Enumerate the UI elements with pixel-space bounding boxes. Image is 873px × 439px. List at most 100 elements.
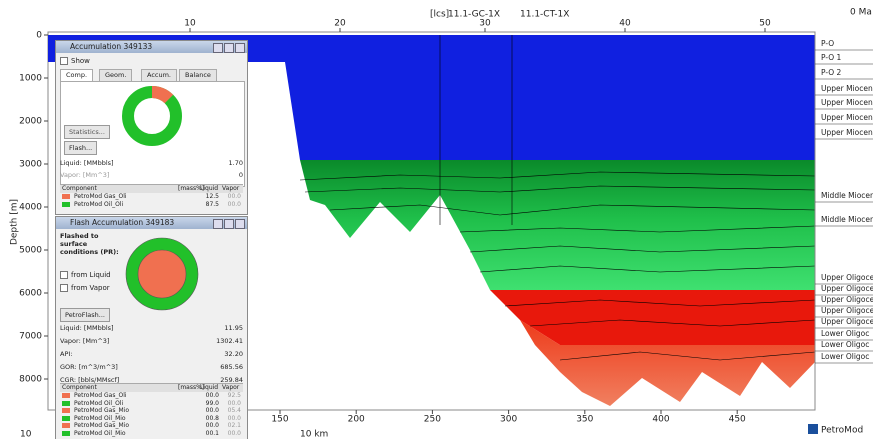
- horizon-label: Upper Miocen: [821, 84, 873, 93]
- color-swatch: [62, 201, 70, 207]
- from-vapor-checkbox[interactable]: from Vapor: [60, 284, 110, 292]
- bottom-tick-label: 150: [271, 415, 288, 425]
- petroflash-button[interactable]: PetroFlash...: [60, 308, 110, 322]
- top-tick-label: 30: [479, 19, 491, 29]
- property-label: Vapor: [Mm^3]: [60, 337, 110, 345]
- column-header: [mass%]: [178, 384, 205, 391]
- column-header: Liquid: [200, 185, 219, 192]
- bottom-tick-label: 350: [576, 415, 593, 425]
- window-title: Accumulation 349133: [56, 41, 247, 53]
- column-header: [mass%]: [178, 185, 205, 192]
- lcs-label: [lcs]: [430, 10, 449, 20]
- statistics-button[interactable]: Statistics...: [64, 125, 110, 139]
- vapor-value: 00.0: [227, 414, 241, 422]
- liquid-value: 12.5: [205, 193, 219, 200]
- depth-tick-label: 5000: [19, 246, 42, 256]
- horizon-lines: [299, 35, 816, 361]
- vapor-value: 00.0: [227, 429, 241, 437]
- bottom-tick-label: 200: [348, 415, 365, 425]
- show-checkbox[interactable]: Show: [60, 57, 90, 65]
- flash-heading: Flashed to surface conditions (PR):: [60, 232, 119, 256]
- bottom-left-label: 10: [20, 430, 32, 439]
- property-row: Vapor: [Mm^3] 1302.41: [60, 337, 243, 345]
- property-row: Vapor: [Mm^3] 0: [60, 171, 243, 179]
- component-name: PetroMod Oil_Mio: [74, 429, 126, 437]
- top-tick-label: 20: [334, 19, 346, 29]
- horizon-label: Upper Miocen: [821, 128, 873, 137]
- depth-tick-label: 8000: [19, 375, 42, 385]
- restore-button[interactable]: [224, 219, 234, 229]
- horizon-label: Middle Miocen: [821, 191, 873, 200]
- liquid-value: 99.0: [205, 399, 219, 407]
- flash-window: Flash Accumulation 349183 Flashed to sur…: [55, 216, 248, 439]
- depth-axis-title: Depth [m]: [10, 199, 20, 245]
- bottom-tick-label: 250: [424, 415, 441, 425]
- liquid-value: 00.8: [205, 414, 219, 422]
- well-label: 11.1-CT-1X: [520, 10, 569, 20]
- bottom-tick-label: 450: [729, 415, 746, 425]
- liquid-value: 00.0: [205, 407, 219, 414]
- depth-tick-label: 3000: [19, 160, 42, 170]
- component-row: PetroMod Gas_Oli 00.0 92.5: [60, 392, 243, 400]
- vapor-value: 02.1: [227, 422, 241, 429]
- horizon-label: Upper Oligoce: [821, 284, 873, 293]
- liquid-value: 00.0: [205, 422, 219, 429]
- horizon-label: P-O 1: [821, 53, 842, 62]
- component-row: PetroMod Gas_Oli 12.5 00.0: [60, 193, 243, 201]
- top-tick-label: 40: [619, 19, 631, 29]
- horizon-label: Lower Oligoc: [821, 352, 869, 361]
- restore-button[interactable]: [224, 43, 234, 53]
- component-name: PetroMod Gas_Mio: [74, 422, 129, 429]
- from-vapor-label: from Vapor: [71, 284, 110, 292]
- horizon-label: Lower Oligoc: [821, 340, 869, 349]
- component-name: PetroMod Gas_Mio: [74, 407, 129, 414]
- composition-donut: [122, 86, 182, 146]
- horizon-label: Upper Miocen: [821, 113, 873, 122]
- well-label: 11.1-GC-1X: [448, 10, 500, 20]
- layer-green: [300, 160, 815, 290]
- scale-label: 10 km: [300, 430, 328, 439]
- top-tick-label: 50: [759, 19, 771, 29]
- liquid-value: 00.0: [205, 392, 219, 399]
- layer-orange: [520, 320, 815, 406]
- component-row: PetroMod Oil_Oli 87.5 00.0: [60, 201, 243, 209]
- age-label: 0 Ma: [850, 8, 872, 18]
- horizon-label: Upper Miocen: [821, 98, 873, 107]
- close-button[interactable]: [235, 43, 245, 53]
- property-value: 0: [238, 171, 243, 179]
- property-row: Liquid: [MMbbls] 1.70: [60, 159, 243, 167]
- property-row: CGR: [bbls/MMscf] 259.84: [60, 376, 243, 384]
- component-row: PetroMod Oil_Mio 00.1 00.0: [60, 430, 243, 438]
- column-header: Component: [62, 384, 97, 391]
- bottom-tick-label: 400: [652, 415, 669, 425]
- logo-icon: [808, 424, 818, 434]
- component-row: PetroMod Oil_Oli 99.0 00.0: [60, 400, 243, 408]
- column-header: Vapor: [222, 185, 240, 192]
- depth-tick-label: 7000: [19, 332, 42, 342]
- vapor-value: 05.4: [227, 407, 241, 414]
- horizon-label: Middle Miocen: [821, 215, 873, 224]
- horizon-label: Upper Oligoce: [821, 317, 873, 326]
- horizon-label: P-O 2: [821, 68, 842, 77]
- flash-button[interactable]: Flash...: [64, 141, 98, 155]
- liquid-value: 00.1: [205, 429, 219, 437]
- component-name: PetroMod Oil_Oli: [74, 200, 124, 208]
- property-label: GOR: [m^3/m^3]: [60, 363, 118, 371]
- depth-tick-label: 2000: [19, 117, 42, 127]
- property-label: Vapor: [Mm^3]: [60, 171, 110, 179]
- component-row: PetroMod Gas_Mio 00.0 02.1: [60, 422, 243, 430]
- property-row: API: 32.20: [60, 350, 243, 358]
- depth-tick-label: 1000: [19, 74, 42, 84]
- horizon-label: P-O: [821, 39, 834, 48]
- property-value: 32.20: [224, 350, 243, 358]
- component-row: PetroMod Gas_Mio 00.0 05.4: [60, 407, 243, 415]
- close-button[interactable]: [235, 219, 245, 229]
- minimize-button[interactable]: [213, 219, 223, 229]
- liquid-value: 87.5: [205, 200, 219, 208]
- vapor-value: 00.0: [227, 399, 241, 407]
- property-value: 1.70: [228, 159, 243, 167]
- property-value: 1302.41: [216, 337, 243, 345]
- minimize-button[interactable]: [213, 43, 223, 53]
- from-liquid-checkbox[interactable]: from Liquid: [60, 271, 111, 279]
